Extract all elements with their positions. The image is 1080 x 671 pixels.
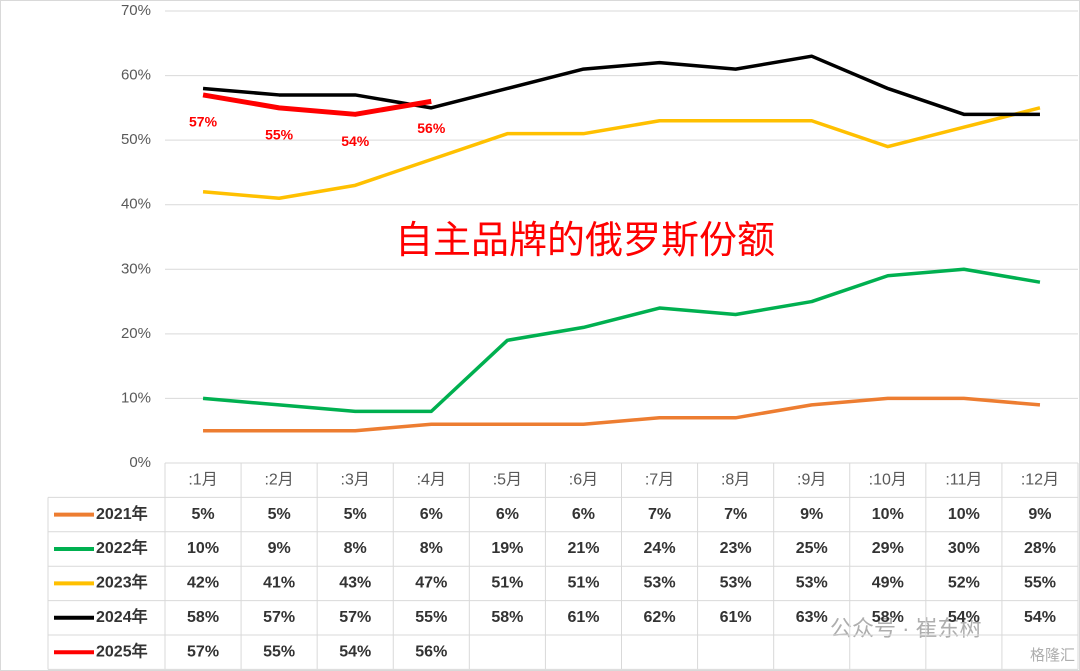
table-cell: 62% — [644, 609, 676, 626]
x-tick-label: :5月 — [493, 471, 522, 488]
x-tick-label: :2月 — [264, 471, 293, 488]
table-cell: 9% — [268, 540, 291, 557]
table-cell: 8% — [420, 540, 443, 557]
y-tick-label: 30% — [121, 260, 151, 277]
legend-label: 2023年 — [96, 573, 148, 592]
line — [202, 267, 1041, 414]
line — [203, 396, 1041, 433]
table-cell: 58% — [491, 609, 523, 626]
legend-label: 2024年 — [96, 607, 148, 626]
table-cell: 51% — [567, 575, 599, 592]
table-cell: 57% — [339, 609, 371, 626]
x-tick-label: :8月 — [721, 471, 750, 488]
x-tick-label: :4月 — [417, 471, 446, 488]
table-cell: 61% — [720, 609, 752, 626]
table-cell: 53% — [720, 575, 752, 592]
table-cell: 56% — [415, 643, 447, 660]
x-tick-label: :7月 — [645, 471, 674, 488]
line — [202, 106, 1041, 201]
table-cell: 55% — [263, 643, 295, 660]
table-cell: 54% — [948, 609, 980, 626]
table-cell: 23% — [720, 540, 752, 557]
x-tick-label: :6月 — [569, 471, 598, 488]
y-tick-label: 70% — [121, 2, 151, 19]
annotation: 自主品牌的俄罗斯份额 — [395, 220, 775, 262]
table-cell: 10% — [872, 506, 904, 523]
table-cell: 51% — [491, 575, 523, 592]
y-tick-label: 20% — [121, 325, 151, 342]
table-cell: 7% — [724, 506, 747, 523]
table-cell: 24% — [644, 540, 676, 557]
y-tick-label: 50% — [121, 131, 151, 148]
x-tick-label: :1月 — [188, 471, 217, 488]
table-cell: 8% — [344, 540, 367, 557]
table-cell: 53% — [644, 575, 676, 592]
table-cell: 6% — [496, 506, 519, 523]
legend-label: 2022年 — [96, 538, 148, 557]
x-tick-label: :11月 — [945, 471, 982, 488]
table-cell: 58% — [187, 609, 219, 626]
table-cell: 10% — [948, 506, 980, 523]
table-cell: 9% — [1028, 506, 1051, 523]
table-cell: 43% — [339, 575, 371, 592]
table-cell: 52% — [948, 575, 980, 592]
table-cell: 53% — [796, 575, 828, 592]
data-label: 57% — [189, 114, 218, 130]
table-cell: 54% — [1024, 609, 1056, 626]
data-label: 56% — [417, 120, 446, 136]
table-cell: 57% — [187, 643, 219, 660]
table-cell: 30% — [948, 540, 980, 557]
legend-label: 2025年 — [96, 641, 148, 660]
table-cell: 55% — [1024, 575, 1056, 592]
table-cell: 55% — [415, 609, 447, 626]
table-cell: 41% — [263, 575, 295, 592]
y-tick-label: 60% — [121, 67, 151, 84]
table-cell: 25% — [796, 540, 828, 557]
data-label: 55% — [265, 127, 294, 143]
line — [202, 92, 432, 117]
table-cell: 58% — [872, 609, 904, 626]
table-cell: 29% — [872, 540, 904, 557]
watermark: 公众号 · 崔东树 — [830, 616, 982, 641]
table-cell: 10% — [187, 540, 219, 557]
table-cell: 63% — [796, 609, 828, 626]
table-cell: 21% — [567, 540, 599, 557]
watermark: 格隆汇 — [1030, 647, 1075, 664]
y-tick-label: 0% — [129, 454, 151, 471]
table-cell: 6% — [572, 506, 595, 523]
table-cell: 5% — [268, 506, 291, 523]
table-cell: 5% — [191, 506, 214, 523]
table-cell: 7% — [648, 506, 671, 523]
x-tick-label: :9月 — [797, 471, 826, 488]
table-cell: 47% — [415, 575, 447, 592]
x-tick-label: :12月 — [1021, 471, 1059, 488]
line — [202, 54, 1040, 117]
table-cell: 57% — [263, 609, 295, 626]
x-tick-label: :3月 — [341, 471, 370, 488]
table-cell: 28% — [1024, 540, 1056, 557]
legend-label: 2021年 — [96, 504, 148, 523]
table-cell: 54% — [339, 643, 371, 660]
y-tick-label: 40% — [121, 196, 151, 213]
data-label: 54% — [341, 133, 370, 149]
table-cell: 42% — [187, 575, 219, 592]
table-cell: 19% — [491, 540, 523, 557]
x-tick-label: :10月 — [869, 471, 907, 488]
table-cell: 6% — [420, 506, 443, 523]
table-cell: 49% — [872, 575, 904, 592]
table-cell: 9% — [800, 506, 823, 523]
table-cell: 61% — [567, 609, 599, 626]
y-tick-label: 10% — [121, 389, 151, 406]
table-cell: 5% — [344, 506, 367, 523]
